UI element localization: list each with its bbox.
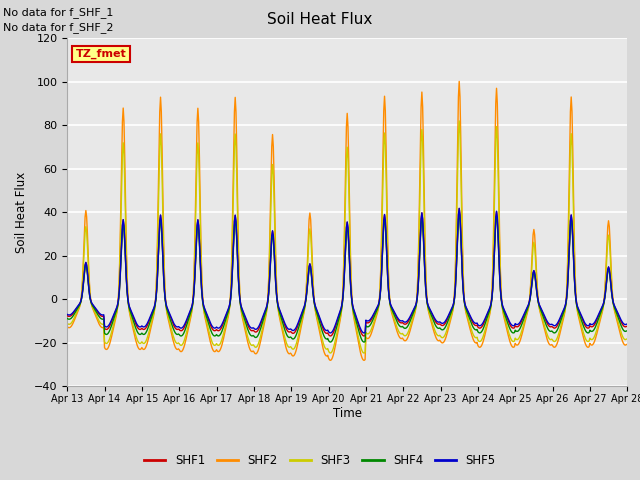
Text: Soil Heat Flux: Soil Heat Flux bbox=[268, 12, 372, 27]
Line: SHF4: SHF4 bbox=[67, 213, 627, 342]
SHF5 bbox=[218, 323, 225, 329]
SHF1 bbox=[188, 305, 195, 311]
SHF1 bbox=[218, 325, 225, 331]
SHF3 bbox=[416, 210, 424, 216]
SHF1 bbox=[456, 205, 463, 211]
SHF5 bbox=[188, 304, 195, 310]
SHF4 bbox=[623, 328, 630, 334]
SHF4 bbox=[360, 339, 368, 345]
SHF3 bbox=[432, 330, 440, 336]
SHF5 bbox=[623, 321, 630, 327]
SHF1 bbox=[623, 324, 630, 329]
SHF1 bbox=[416, 253, 424, 259]
SHF3 bbox=[131, 329, 139, 335]
SHF2 bbox=[456, 79, 463, 84]
SHF5 bbox=[131, 317, 139, 323]
SHF3 bbox=[74, 308, 81, 314]
SHF3 bbox=[63, 321, 71, 326]
SHF2 bbox=[432, 335, 440, 340]
SHF4 bbox=[456, 210, 463, 216]
SHF4 bbox=[416, 256, 424, 262]
SHF5 bbox=[416, 252, 424, 258]
SHF2 bbox=[63, 324, 71, 329]
SHF4 bbox=[188, 306, 195, 312]
SHF4 bbox=[131, 323, 139, 328]
SHF5 bbox=[63, 312, 71, 317]
SHF2 bbox=[218, 345, 225, 350]
Line: SHF1: SHF1 bbox=[67, 208, 627, 336]
SHF3 bbox=[188, 308, 195, 314]
Text: No data for f_SHF_1: No data for f_SHF_1 bbox=[3, 7, 113, 18]
SHF2 bbox=[416, 191, 424, 196]
SHF2 bbox=[360, 358, 368, 363]
Legend: SHF1, SHF2, SHF3, SHF4, SHF5: SHF1, SHF2, SHF3, SHF4, SHF5 bbox=[140, 449, 500, 472]
SHF4 bbox=[218, 330, 225, 336]
SHF1 bbox=[131, 319, 139, 325]
SHF5 bbox=[360, 330, 368, 336]
SHF5 bbox=[456, 205, 463, 211]
Line: SHF3: SHF3 bbox=[67, 121, 627, 353]
SHF4 bbox=[63, 315, 71, 321]
SHF4 bbox=[74, 306, 81, 312]
SHF1 bbox=[63, 313, 71, 319]
Text: No data for f_SHF_2: No data for f_SHF_2 bbox=[3, 22, 114, 33]
X-axis label: Time: Time bbox=[333, 407, 362, 420]
SHF1 bbox=[432, 319, 440, 325]
SHF3 bbox=[456, 118, 463, 124]
Line: SHF2: SHF2 bbox=[67, 82, 627, 360]
SHF2 bbox=[623, 342, 630, 348]
SHF4 bbox=[432, 323, 440, 329]
SHF3 bbox=[623, 336, 630, 342]
SHF5 bbox=[74, 304, 81, 310]
Y-axis label: Soil Heat Flux: Soil Heat Flux bbox=[15, 172, 28, 253]
SHF3 bbox=[360, 350, 368, 356]
SHF2 bbox=[131, 334, 139, 340]
SHF1 bbox=[360, 333, 368, 339]
SHF5 bbox=[432, 317, 440, 323]
Text: TZ_fmet: TZ_fmet bbox=[76, 49, 126, 59]
SHF1 bbox=[74, 304, 81, 310]
SHF2 bbox=[74, 310, 81, 316]
SHF3 bbox=[218, 339, 225, 345]
Line: SHF5: SHF5 bbox=[67, 208, 627, 333]
SHF2 bbox=[188, 310, 195, 315]
